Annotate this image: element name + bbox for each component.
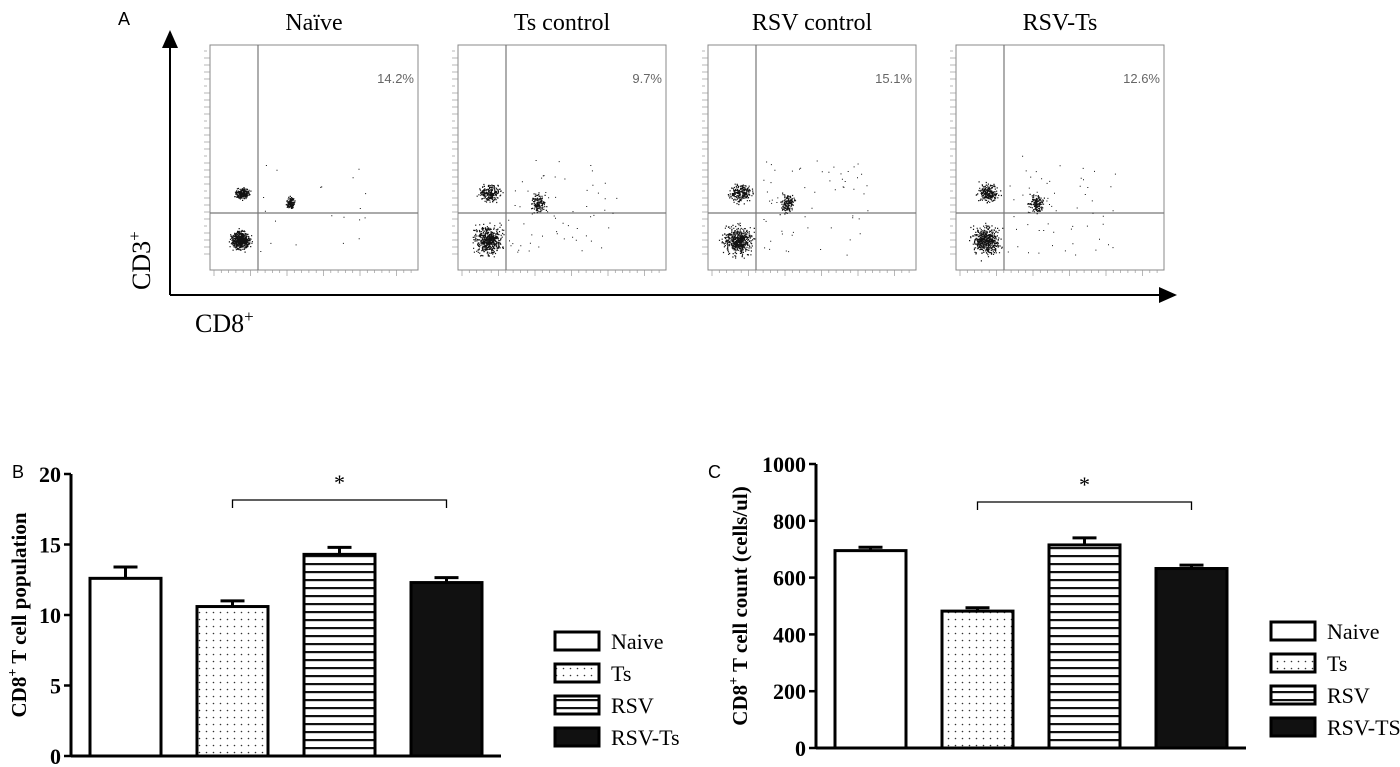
- flow-plot-title: Ts control: [514, 10, 611, 36]
- flow-plot-title: RSV control: [752, 10, 873, 36]
- y-tick-label: 10: [39, 603, 61, 628]
- legend-swatch: [1269, 716, 1317, 738]
- legend-label: RSV-Ts: [611, 725, 680, 750]
- significance-label: *: [1079, 472, 1090, 497]
- y-tick-label: 5: [50, 674, 61, 699]
- quadrant-percent: 14.2%: [377, 71, 414, 86]
- legend-label: RSV: [611, 693, 654, 718]
- quadrant-percent: 12.6%: [1123, 71, 1160, 86]
- bar-rsv: [302, 552, 377, 758]
- legend-swatch: [553, 630, 601, 652]
- flow-plot-2: RSV control 15.1%: [702, 10, 917, 276]
- bar-ts: [940, 609, 1015, 750]
- flow-dots: [718, 160, 869, 259]
- panel-label-b: B: [12, 462, 24, 482]
- cd3-axis-label: CD3+: [125, 231, 156, 290]
- significance-label: *: [334, 470, 345, 495]
- legend-label: Naive: [611, 629, 664, 654]
- y-tick-label: 0: [50, 744, 61, 767]
- flow-dots: [969, 155, 1116, 262]
- cd8-axis-label: CD8+: [195, 307, 254, 338]
- legend-label: Naive: [1327, 619, 1380, 644]
- y-tick-label: 1000: [762, 452, 806, 477]
- bar-ts: [195, 605, 270, 758]
- bar-naive: [833, 549, 908, 750]
- quadrant-percent: 9.7%: [632, 71, 662, 86]
- flow-plot-frame: [209, 44, 419, 271]
- y-tick-label: 15: [39, 533, 61, 558]
- legend-swatch: [553, 662, 601, 684]
- legend-swatch: [1269, 652, 1317, 674]
- legend-swatch: [553, 726, 601, 748]
- legend-label: Ts: [611, 661, 631, 686]
- panel-label-c: C: [708, 462, 721, 482]
- y-tick-label: 400: [773, 622, 806, 647]
- bar-rsv: [1047, 543, 1122, 750]
- y-axis-label: CD8+ T cell count (cells/ul): [727, 486, 752, 725]
- y-tick-label: 200: [773, 679, 806, 704]
- flow-plot-1: Ts control 9.7%: [452, 10, 667, 276]
- bar-rsv-ts: [409, 581, 484, 758]
- flow-plot-title: RSV-Ts: [1023, 10, 1098, 36]
- bar-rsv-ts: [1154, 567, 1229, 750]
- legend-swatch: [553, 694, 601, 716]
- chart-b: 0 5 10 15 20 CD8+ T cell population * Naive Ts RS…: [6, 462, 680, 767]
- panel-label-a: A: [118, 9, 130, 29]
- quadrant-percent: 15.1%: [875, 71, 912, 86]
- bar-naive: [88, 576, 163, 758]
- flow-plot-frame: [955, 44, 1165, 271]
- flow-dots: [228, 165, 367, 253]
- legend-swatch: [1269, 684, 1317, 706]
- flow-plot-frame: [457, 44, 667, 271]
- y-axis-label: CD8+ T cell population: [6, 512, 31, 717]
- y-tick-label: 800: [773, 509, 806, 534]
- flow-plot-title: Naïve: [285, 10, 342, 36]
- chart-c: 0 200 400 600 800 1000 CD8+ T cell count (cell…: [727, 452, 1400, 761]
- significance-bracket: [231, 499, 448, 508]
- flow-plot-3: RSV-Ts 12.6%: [950, 10, 1165, 276]
- y-tick-label: 0: [795, 736, 806, 761]
- y-tick-label: 20: [39, 462, 61, 487]
- flow-plot-0: Naïve 14.2%: [204, 10, 419, 276]
- flow-dots: [472, 160, 618, 258]
- legend-swatch: [1269, 620, 1317, 642]
- y-tick-label: 600: [773, 566, 806, 591]
- significance-bracket: [976, 501, 1193, 510]
- legend-label: RSV-TS: [1327, 715, 1400, 740]
- legend-label: Ts: [1327, 651, 1347, 676]
- legend-label: RSV: [1327, 683, 1370, 708]
